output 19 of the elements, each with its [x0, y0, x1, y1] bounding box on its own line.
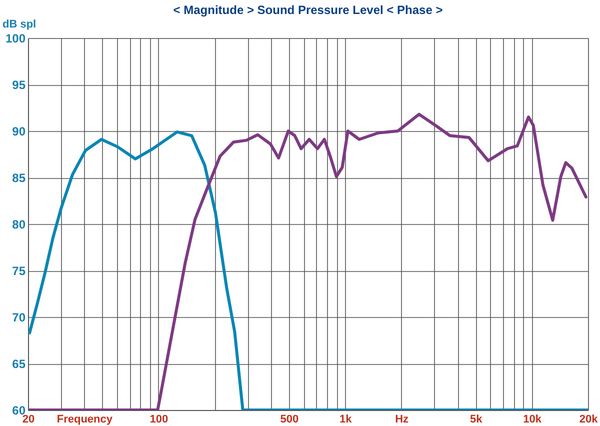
chart-title: < Magnitude > Sound Pressure Level < Phase > [173, 3, 443, 17]
y-tick-label: 85 [12, 171, 26, 185]
x-tick-label: 100 [150, 414, 168, 426]
y-axis-title: dB spl [2, 18, 36, 30]
x-tick-label: 1k [340, 414, 353, 426]
x-tick-label: Hz [395, 414, 410, 426]
y-tick-label: 90 [12, 124, 26, 138]
x-tick-label: Frequency [56, 414, 114, 426]
x-tick-label: 500 [280, 414, 299, 426]
y-tick-label: 70 [12, 310, 26, 324]
x-tick-label: 20k [579, 414, 599, 426]
y-tick-label: 75 [12, 264, 26, 278]
x-tick-label: 10k [523, 414, 542, 426]
x-tick-label: 5k [470, 414, 484, 426]
x-tick-label: 20 [22, 414, 35, 426]
y-tick-label: 80 [12, 218, 26, 232]
y-tick-label: 100 [5, 32, 26, 46]
y-tick-label: 65 [12, 357, 26, 371]
y-tick-label: 95 [12, 78, 26, 92]
